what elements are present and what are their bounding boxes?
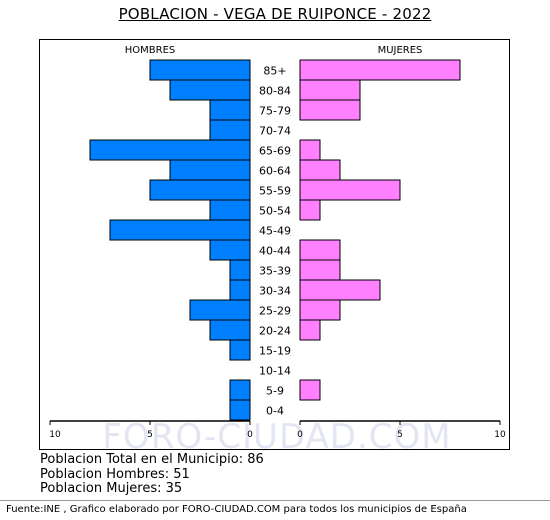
bar-hombres-30-34 [229,279,251,301]
bar-hombres-80-84 [169,79,251,101]
bar-mujeres-40-44 [299,239,341,261]
bar-mujeres-20-24 [299,319,321,341]
age-label-0-4: 0-4 [266,405,284,418]
source-note: Fuente:INE , Grafico elaborado por FORO-… [6,504,467,515]
bar-hombres-65-69 [89,139,251,161]
bar-hombres-35-39 [229,259,251,281]
x-tick-label: 10 [49,430,61,440]
bar-mujeres-55-59 [299,179,401,201]
age-label-55-59: 55-59 [259,185,291,198]
bar-mujeres-35-39 [299,259,341,281]
population-summary: Poblacion Total en el Municipio: 86 Pobl… [40,452,264,497]
age-label-5-9: 5-9 [266,385,284,398]
age-label-15-19: 15-19 [259,345,291,358]
bar-hombres-85+ [149,59,251,81]
bar-hombres-50-54 [209,199,251,221]
bar-mujeres-65-69 [299,139,321,161]
age-label-40-44: 40-44 [259,245,291,258]
bar-hombres-60-64 [169,159,251,181]
chart-frame [39,39,510,450]
bar-hombres-75-79 [209,99,251,121]
bar-hombres-45-49 [109,219,251,241]
bar-hombres-70-74 [209,119,251,141]
age-label-30-34: 30-34 [259,285,291,298]
source-divider [0,500,550,501]
age-label-80-84: 80-84 [259,85,291,98]
age-label-70-74: 70-74 [259,125,291,138]
bar-hombres-20-24 [209,319,251,341]
bar-mujeres-75-79 [299,99,361,121]
x-tick-label: 0 [297,430,303,440]
bar-hombres-25-29 [189,299,251,321]
x-tick-label: 10 [494,430,506,440]
bar-mujeres-30-34 [299,279,381,301]
bar-hombres-40-44 [209,239,251,261]
bar-mujeres-5-9 [299,379,321,401]
age-group-labels: 85+ 80-84 75-79 70-74 65-69 60-64 55-59 50-54 45… [259,65,291,418]
bar-mujeres-80-84 [299,79,361,101]
male-population: Poblacion Hombres: 51 [40,466,190,482]
x-tick-label: 5 [397,430,403,440]
age-label-20-24: 20-24 [259,325,291,338]
bar-hombres-15-19 [229,339,251,361]
age-label-45-49: 45-49 [259,225,291,238]
x-tick-label: 5 [147,430,153,440]
legend-mujeres: MUJERES [378,45,423,56]
x-tick-label: 0 [247,430,253,440]
age-label-60-64: 60-64 [259,165,291,178]
bar-mujeres-85+ [299,59,461,81]
age-label-65-69: 65-69 [259,145,291,158]
bar-hombres-5-9 [229,379,251,401]
legend-hombres: HOMBRES [125,45,176,56]
age-label-35-39: 35-39 [259,265,291,278]
watermark: FORO-CIUDAD.COM [102,417,451,457]
total-population: Poblacion Total en el Municipio: 86 [40,452,264,467]
bar-mujeres-25-29 [299,299,341,321]
hombres-bars [89,59,251,421]
bar-hombres-55-59 [149,179,251,201]
age-label-50-54: 50-54 [259,205,291,218]
age-label-75-79: 75-79 [259,105,291,118]
mujeres-bars [299,59,461,401]
age-label-25-29: 25-29 [259,305,291,318]
age-label-85+: 85+ [263,65,286,78]
age-label-10-14: 10-14 [259,365,291,378]
bar-mujeres-60-64 [299,159,341,181]
x-axis: 10 5 0 0 5 10 [49,420,506,440]
chart-title: POBLACION - VEGA DE RUIPONCE - 2022 [118,5,432,23]
female-population: Poblacion Mujeres: 35 [40,481,183,496]
bar-hombres-0-4 [229,399,251,421]
bar-mujeres-50-54 [299,199,321,221]
